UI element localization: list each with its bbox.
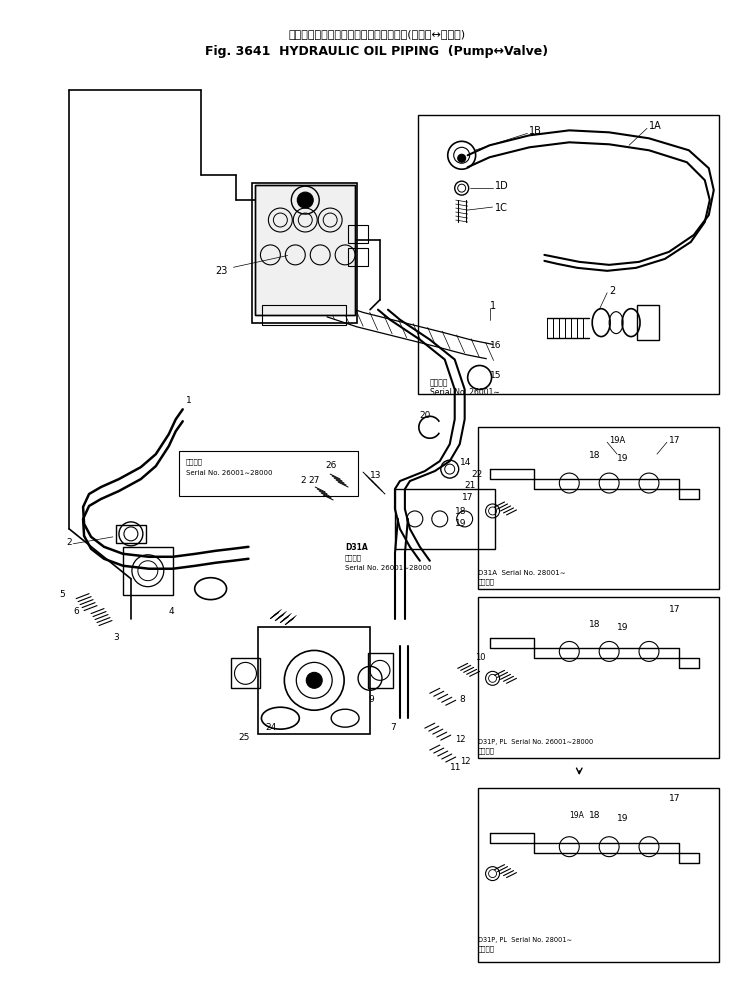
Text: 21: 21 <box>464 480 476 489</box>
Bar <box>478 427 719 589</box>
Text: 1B: 1B <box>529 126 542 136</box>
Text: 18: 18 <box>589 619 601 628</box>
Text: 22: 22 <box>472 469 483 478</box>
Bar <box>348 226 368 244</box>
Text: 15: 15 <box>489 371 501 380</box>
Text: 17: 17 <box>669 604 680 613</box>
Text: 1C: 1C <box>495 203 507 213</box>
Circle shape <box>297 193 313 209</box>
Bar <box>637 305 659 340</box>
Text: D31A  Serial No. 28001∼: D31A Serial No. 28001∼ <box>478 570 565 576</box>
Bar <box>116 526 146 544</box>
Text: 17: 17 <box>669 793 680 802</box>
Bar <box>263 305 346 325</box>
Text: 適用号等: 適用号等 <box>478 747 495 753</box>
Text: 18: 18 <box>455 507 467 516</box>
Text: 27: 27 <box>308 475 319 484</box>
Bar <box>230 659 260 689</box>
Text: 2: 2 <box>609 285 615 295</box>
Text: 1: 1 <box>489 300 496 310</box>
Text: 適用号等: 適用号等 <box>345 554 362 561</box>
Text: 1A: 1A <box>649 121 661 131</box>
Text: ハイドロリック　オイル　パイピング　(ポンプ↔バルブ): ハイドロリック オイル パイピング (ポンプ↔バルブ) <box>288 29 466 39</box>
Text: 17: 17 <box>462 493 473 502</box>
Text: 19: 19 <box>617 813 629 822</box>
Text: 9: 9 <box>368 694 374 703</box>
Text: 19: 19 <box>617 453 629 462</box>
Text: 1D: 1D <box>495 181 508 191</box>
Text: 8: 8 <box>460 694 465 703</box>
Text: Serial No. 26001∼28000: Serial No. 26001∼28000 <box>345 565 432 571</box>
Text: 10: 10 <box>475 652 485 661</box>
Text: 26: 26 <box>325 460 337 469</box>
Text: 7: 7 <box>390 722 396 731</box>
Bar <box>348 248 368 266</box>
Text: 13: 13 <box>370 470 381 479</box>
Text: 19: 19 <box>455 519 467 528</box>
Bar <box>368 654 393 689</box>
Text: D31A: D31A <box>345 543 368 552</box>
Text: 19: 19 <box>617 622 629 631</box>
Text: 11: 11 <box>450 761 461 770</box>
Text: 12: 12 <box>460 755 470 764</box>
Text: 適用号等: 適用号等 <box>430 378 448 387</box>
Bar <box>395 489 495 550</box>
Text: 6: 6 <box>73 606 79 615</box>
Text: D31P, PL  Serial No. 26001∼28000: D31P, PL Serial No. 26001∼28000 <box>478 739 593 745</box>
Text: 適用号等: 適用号等 <box>186 458 202 465</box>
Text: 3: 3 <box>113 632 119 641</box>
Bar <box>478 597 719 758</box>
Text: 4: 4 <box>169 606 174 615</box>
Circle shape <box>307 673 322 689</box>
Text: 17: 17 <box>669 435 680 444</box>
Circle shape <box>458 155 466 163</box>
Text: 18: 18 <box>589 810 601 819</box>
Text: 19A: 19A <box>609 435 625 444</box>
Text: 2: 2 <box>66 538 72 547</box>
Text: 12: 12 <box>455 734 465 743</box>
Bar <box>258 627 370 735</box>
Text: 1: 1 <box>186 396 192 405</box>
Text: 2: 2 <box>300 475 306 484</box>
Bar <box>179 451 358 496</box>
Text: 適用号等: 適用号等 <box>478 944 495 950</box>
Text: 25: 25 <box>239 732 250 741</box>
Text: 24: 24 <box>266 722 276 731</box>
Text: 20: 20 <box>420 411 431 419</box>
Text: Fig. 3641  HYDRAULIC OIL PIPING  (Pump↔Valve): Fig. 3641 HYDRAULIC OIL PIPING (Pump↔Val… <box>205 45 549 58</box>
Text: 16: 16 <box>489 341 501 350</box>
Bar <box>418 116 719 395</box>
Text: 適用号等: 適用号等 <box>478 578 495 584</box>
Text: Serial No. 26001∼28000: Serial No. 26001∼28000 <box>186 469 273 475</box>
Text: 19A: 19A <box>569 810 584 819</box>
Bar <box>123 548 173 595</box>
Text: D31P, PL  Serial No. 28001∼: D31P, PL Serial No. 28001∼ <box>478 936 572 942</box>
Bar <box>255 186 355 315</box>
Text: Serial No. 26001∼: Serial No. 26001∼ <box>430 388 500 397</box>
Bar <box>255 186 355 315</box>
Bar <box>252 184 357 323</box>
Text: 23: 23 <box>216 256 288 275</box>
Text: 14: 14 <box>460 457 471 466</box>
Bar <box>478 788 719 962</box>
Text: 18: 18 <box>589 450 601 459</box>
Text: 5: 5 <box>59 589 65 598</box>
